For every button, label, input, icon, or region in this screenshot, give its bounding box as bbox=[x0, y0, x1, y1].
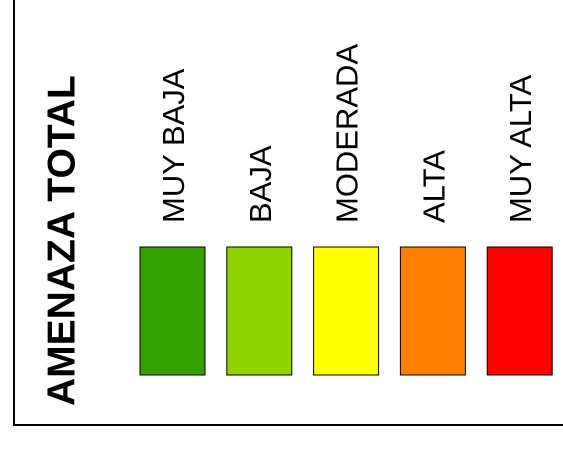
legend-label: MODERADA bbox=[330, 44, 365, 223]
legend-label: BAJA bbox=[243, 145, 278, 223]
legend-swatch bbox=[399, 246, 466, 376]
legend-label: MUY ALTA bbox=[503, 75, 538, 223]
legend-label: MUY BAJA bbox=[156, 68, 191, 223]
legend-title: AMENAZA TOTAL bbox=[41, 75, 84, 406]
legend-swatch bbox=[226, 246, 293, 376]
legend-swatch bbox=[313, 246, 380, 376]
legend-label: ALTA bbox=[416, 150, 451, 223]
legend-swatch bbox=[486, 246, 553, 376]
legend-swatch bbox=[139, 246, 206, 376]
